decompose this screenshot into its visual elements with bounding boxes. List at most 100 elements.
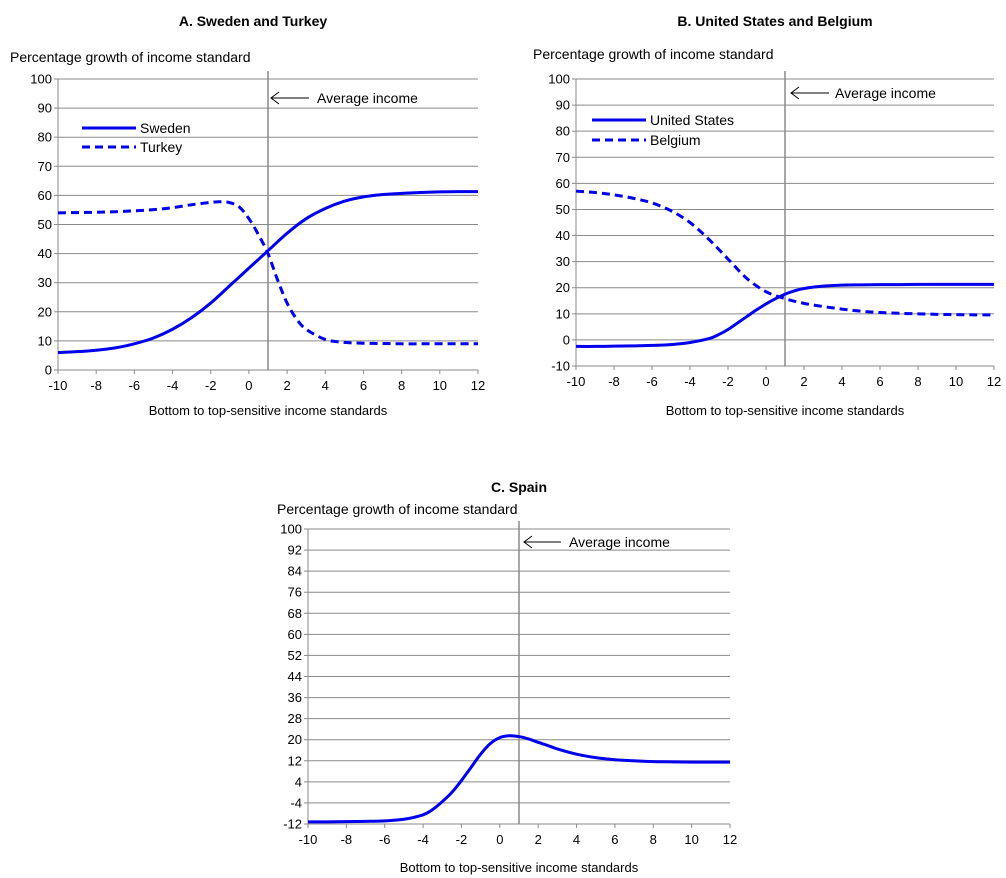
x-tick-label: -8: [341, 832, 353, 847]
x-tick-label: 0: [762, 374, 769, 389]
y-tick-label: 10: [38, 333, 52, 348]
legend: United States Belgium: [592, 112, 734, 148]
chart-title: B. United States and Belgium: [677, 13, 872, 29]
x-axis-label: Bottom to top-sensitive income standards: [400, 860, 639, 875]
y-tick-label: 52: [288, 648, 302, 663]
x-tick-label: 12: [471, 378, 485, 393]
x-tick-label: -4: [684, 374, 696, 389]
chart-panel-0: A. Sweden and Turkey Percentage growth of…: [10, 13, 485, 418]
y-tick-label: 84: [288, 564, 302, 579]
x-axis-label: Bottom to top-sensitive income standards: [149, 403, 388, 418]
y-tick-label: 70: [38, 159, 52, 174]
y-tick-label: 90: [556, 98, 570, 113]
y-tick-label: 60: [556, 176, 570, 191]
y-tick-label: 30: [556, 254, 570, 269]
x-tick-label: -2: [205, 378, 217, 393]
y-tick-label: 40: [556, 228, 570, 243]
y-axis-label: Percentage growth of income standard: [533, 46, 773, 62]
x-tick-label: -8: [90, 378, 102, 393]
y-tick-label: 20: [556, 280, 570, 295]
series-line-turkey: [57, 200, 478, 346]
x-tick-label: 8: [398, 378, 405, 393]
annotation-label: Average income: [317, 90, 418, 106]
x-tick-label: 10: [433, 378, 447, 393]
x-tick-label: -6: [129, 378, 141, 393]
x-tick-label: 8: [650, 832, 657, 847]
y-tick-label: 36: [288, 690, 302, 705]
annotation-arrowhead-icon: [523, 535, 533, 549]
y-tick-label: 10: [556, 306, 570, 321]
y-tick-label: 20: [288, 732, 302, 747]
y-tick-label: 80: [38, 130, 52, 145]
x-tick-label: 4: [838, 374, 845, 389]
x-tick-label: 10: [684, 832, 698, 847]
x-tick-label: 8: [914, 374, 921, 389]
x-axis-label: Bottom to top-sensitive income standards: [666, 403, 905, 418]
x-tick-label: 2: [800, 374, 807, 389]
y-tick-label: 28: [288, 711, 302, 726]
y-tick-label: 68: [288, 606, 302, 621]
legend-entry: Belgium: [650, 132, 701, 148]
chart-title: A. Sweden and Turkey: [179, 13, 328, 29]
annotation-arrowhead-icon: [790, 86, 800, 100]
y-tick-label: 20: [38, 304, 52, 319]
annotation-arrowhead-icon: [270, 91, 280, 105]
x-tick-label: -6: [379, 832, 391, 847]
y-tick-label: 50: [38, 217, 52, 232]
x-tick-label: 6: [876, 374, 883, 389]
y-tick-label: 4: [295, 774, 302, 789]
x-tick-label: -2: [722, 374, 734, 389]
y-tick-label: 80: [556, 124, 570, 139]
y-tick-label: 44: [288, 669, 302, 684]
y-axis-label: Percentage growth of income standard: [277, 501, 517, 517]
y-tick-label: 90: [38, 101, 52, 116]
x-tick-label: 10: [949, 374, 963, 389]
annotation-label: Average income: [569, 534, 670, 550]
x-tick-label: 6: [360, 378, 367, 393]
y-tick-label: 76: [288, 585, 302, 600]
x-tick-label: 0: [496, 832, 503, 847]
x-tick-label: 2: [283, 378, 290, 393]
annotation-label: Average income: [835, 85, 936, 101]
y-tick-label: 92: [288, 543, 302, 558]
y-tick-label: 100: [30, 72, 52, 87]
x-tick-label: 6: [611, 832, 618, 847]
x-tick-label: 2: [535, 832, 542, 847]
legend-entry: Sweden: [140, 120, 191, 136]
y-tick-label: 0: [563, 332, 570, 347]
x-tick-label: 12: [987, 374, 1001, 389]
y-tick-label: -10: [551, 359, 570, 374]
y-tick-label: -12: [283, 817, 302, 832]
chart-panel-2: C. Spain Percentage growth of income stan…: [277, 479, 737, 875]
x-tick-label: -4: [417, 832, 429, 847]
chart-panel-1: B. United States and Belgium Percentage g…: [533, 13, 1001, 418]
legend: Sweden Turkey: [82, 120, 191, 155]
legend-entry: Turkey: [140, 139, 182, 155]
y-tick-label: 60: [38, 188, 52, 203]
x-tick-label: -2: [456, 832, 468, 847]
y-axis-label: Percentage growth of income standard: [10, 49, 250, 65]
legend-entry: United States: [650, 112, 734, 128]
y-tick-label: -4: [290, 795, 302, 810]
y-tick-label: 12: [288, 753, 302, 768]
x-tick-label: -10: [567, 374, 586, 389]
y-tick-label: 100: [280, 522, 302, 537]
x-tick-label: 12: [723, 832, 737, 847]
x-tick-label: -10: [299, 832, 318, 847]
x-tick-label: -6: [646, 374, 658, 389]
series-line: [307, 734, 730, 824]
x-tick-label: 4: [322, 378, 329, 393]
x-tick-label: -8: [608, 374, 620, 389]
y-tick-label: 40: [38, 246, 52, 261]
series-line-belgium: [575, 189, 995, 317]
x-tick-label: -10: [49, 378, 68, 393]
y-tick-label: 100: [548, 72, 570, 87]
x-tick-label: 0: [245, 378, 252, 393]
series-line-united-states: [575, 282, 994, 348]
y-tick-label: 30: [38, 275, 52, 290]
x-tick-label: 4: [573, 832, 580, 847]
y-tick-label: 70: [556, 150, 570, 165]
y-tick-label: 50: [556, 202, 570, 217]
